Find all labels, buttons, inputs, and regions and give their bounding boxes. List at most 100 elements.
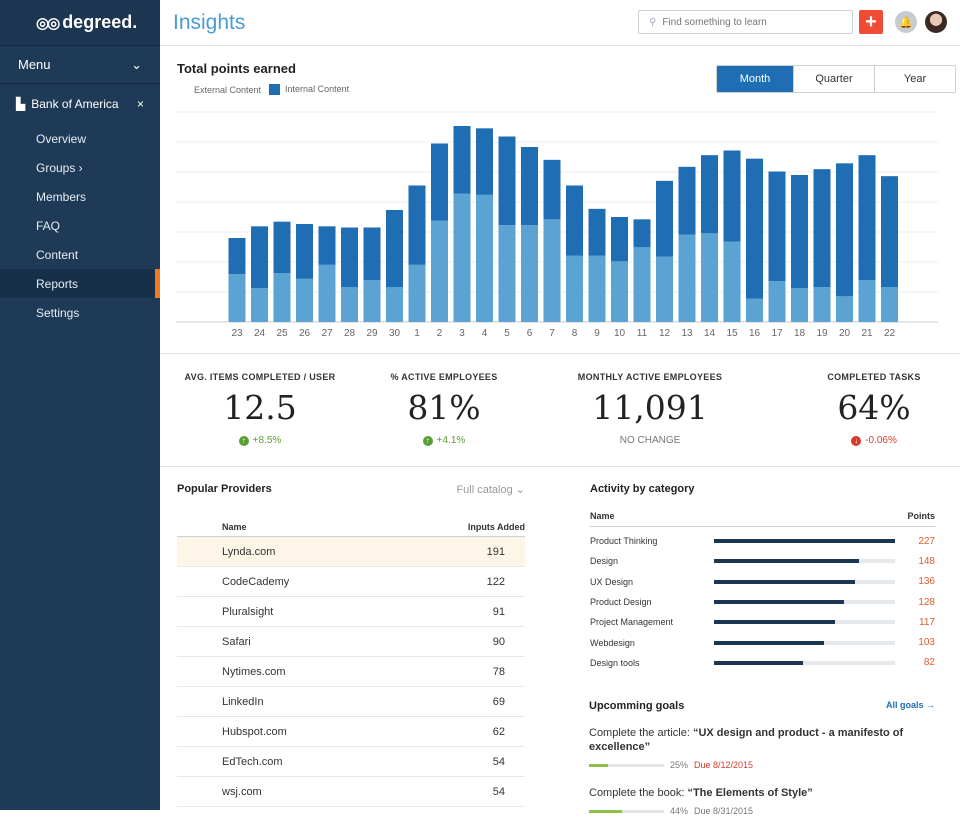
notification-bell-icon[interactable]: 🔔 (895, 11, 917, 33)
bar-external[interactable] (318, 264, 336, 322)
bar-internal[interactable] (251, 226, 268, 289)
bar-internal[interactable] (723, 150, 741, 242)
bar-external[interactable] (431, 220, 448, 323)
bar-internal[interactable] (453, 126, 471, 194)
logo[interactable]: ◎◎ degreed. (0, 0, 160, 46)
bar-internal[interactable] (588, 208, 606, 256)
period-quarter-button[interactable]: Quarter (793, 66, 874, 92)
sidebar-item-groups[interactable]: Groups › (36, 160, 83, 175)
bar-external[interactable] (498, 225, 516, 322)
bar-internal[interactable] (611, 217, 628, 262)
bar-internal[interactable] (498, 136, 516, 226)
sidebar-item-members[interactable]: Members (36, 189, 87, 204)
col-name[interactable]: Name (222, 522, 247, 532)
goal-item[interactable]: Complete the book: “The Elements of Styl… (589, 786, 935, 818)
bar-external[interactable] (228, 274, 246, 322)
bar-internal[interactable] (408, 185, 426, 265)
sidebar-item-settings[interactable]: Settings (36, 305, 80, 320)
bar-internal[interactable] (296, 224, 313, 279)
bar-internal[interactable] (363, 227, 381, 281)
table-row[interactable]: LinkedIn 69 (177, 687, 525, 717)
bar-external[interactable] (701, 233, 718, 322)
bar-external[interactable] (296, 278, 313, 322)
stat-value: 11,091 (592, 388, 708, 427)
bar-internal[interactable] (566, 185, 583, 256)
table-row[interactable]: Pluralsight 91 (177, 597, 525, 627)
bar-internal[interactable] (318, 226, 336, 265)
bar-internal[interactable] (476, 128, 493, 195)
bar-internal[interactable] (836, 163, 853, 297)
sidebar-item-overview[interactable]: Overview (36, 131, 87, 146)
bar-external[interactable] (791, 288, 808, 322)
bar-internal[interactable] (746, 158, 763, 299)
bar-internal[interactable] (813, 169, 831, 287)
search-box[interactable]: ⚲ (638, 10, 853, 34)
bar-external[interactable] (273, 273, 291, 322)
bar-internal[interactable] (791, 175, 808, 289)
sidebar-item-content[interactable]: Content (36, 247, 79, 262)
bar-internal[interactable] (431, 143, 448, 221)
bar-internal[interactable] (881, 176, 898, 287)
bar-external[interactable] (656, 256, 673, 322)
period-year-button[interactable]: Year (874, 66, 955, 92)
col-inputs[interactable]: Inputs Added (467, 522, 525, 532)
provider-name: Safari (222, 635, 251, 648)
bar-internal[interactable] (386, 210, 403, 287)
bar-internal[interactable] (678, 166, 696, 235)
bar-external[interactable] (341, 287, 358, 322)
bar-external[interactable] (746, 298, 763, 322)
bar-internal[interactable] (543, 159, 561, 220)
table-row[interactable]: Safari 90 (177, 627, 525, 657)
goal-item[interactable]: Complete the article: “UX design and pro… (589, 726, 935, 772)
legend-external[interactable]: External Content (194, 84, 262, 95)
bar-external[interactable] (611, 261, 628, 322)
bar-internal[interactable] (273, 221, 291, 273)
table-row[interactable]: Nytimes.com 78 (177, 657, 525, 687)
bar-external[interactable] (453, 193, 471, 322)
stat-change-text: -0.06% (865, 435, 897, 446)
bar-internal[interactable] (768, 171, 786, 282)
menu-toggle[interactable]: Menu ⌄ (0, 46, 160, 84)
bar-external[interactable] (881, 287, 898, 322)
bar-external[interactable] (386, 287, 403, 322)
goal-prefix: Complete the book: (589, 787, 688, 799)
bar-external[interactable] (768, 281, 786, 322)
table-row[interactable]: CodeCademy 122 (177, 567, 525, 597)
sidebar-item-faq[interactable]: FAQ (36, 218, 61, 233)
bar-external[interactable] (723, 241, 741, 323)
full-catalog-dropdown[interactable]: Full catalog ⌄ (456, 483, 525, 496)
bar-internal[interactable] (656, 180, 673, 257)
bar-external[interactable] (543, 219, 561, 322)
all-goals-link[interactable]: All goals → (885, 700, 935, 710)
bar-internal[interactable] (633, 219, 651, 248)
bar-external[interactable] (521, 225, 538, 322)
search-input[interactable] (662, 16, 833, 28)
bar-external[interactable] (836, 296, 853, 322)
legend-internal[interactable]: Internal Content (269, 84, 349, 96)
table-row[interactable]: wsj.com 54 (177, 777, 525, 807)
bar-external[interactable] (633, 247, 651, 322)
table-row[interactable]: Hubspot.com 62 (177, 717, 525, 747)
bar-internal[interactable] (341, 227, 358, 288)
bar-external[interactable] (251, 288, 268, 322)
bar-external[interactable] (566, 255, 583, 323)
bar-external[interactable] (408, 264, 426, 322)
bar-external[interactable] (363, 280, 381, 322)
bar-internal[interactable] (521, 147, 538, 226)
bar-internal[interactable] (701, 155, 718, 234)
add-button[interactable]: + (859, 10, 883, 34)
close-icon[interactable]: × (136, 97, 144, 111)
bar-internal[interactable] (228, 238, 246, 275)
sidebar-item-reports[interactable]: Reports (0, 269, 160, 298)
bar-external[interactable] (678, 234, 696, 323)
period-month-button[interactable]: Month (717, 66, 793, 92)
bar-internal[interactable] (858, 155, 876, 280)
table-row[interactable]: EdTech.com 54 (177, 747, 525, 777)
bar-external[interactable] (588, 255, 606, 323)
org-selector[interactable]: ▙ Bank of America × (0, 84, 160, 124)
table-row[interactable]: Lynda.com 191 (177, 537, 525, 567)
bar-external[interactable] (858, 280, 876, 322)
bar-external[interactable] (813, 287, 831, 322)
avatar[interactable] (925, 11, 947, 33)
bar-external[interactable] (476, 194, 493, 322)
